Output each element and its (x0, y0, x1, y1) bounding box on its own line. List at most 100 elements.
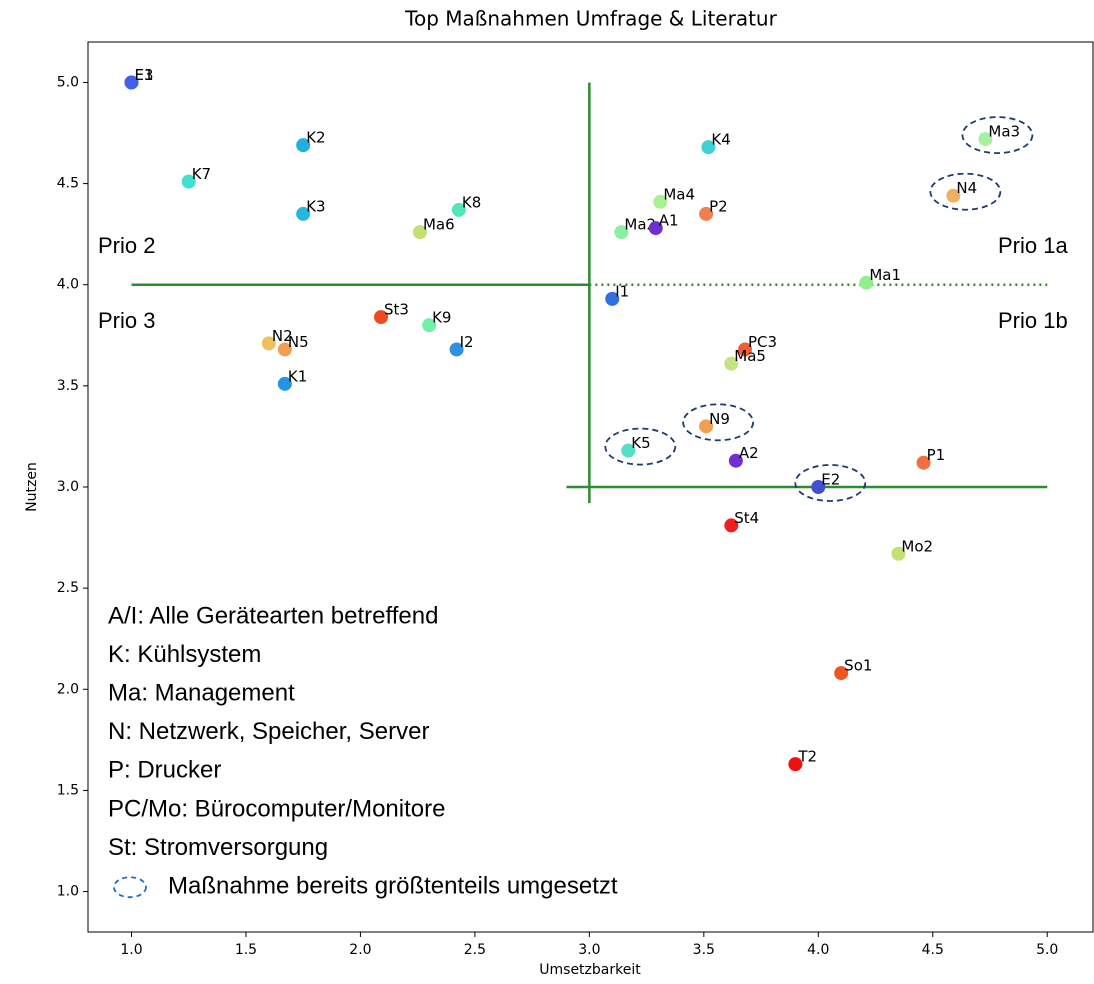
point (724, 518, 739, 533)
x-tick-label: 3.0 (578, 942, 600, 958)
point-label: A2 (739, 444, 759, 462)
point (261, 336, 276, 351)
point-label: I2 (460, 333, 474, 351)
x-axis-label: Umsetzbarkeit (539, 962, 641, 978)
point (296, 138, 311, 153)
legend-note: A/I: Alle Gerätearten betreffend (108, 602, 438, 629)
point (181, 174, 196, 189)
legend-note: N: Netzwerk, Speicher, Server (108, 718, 429, 745)
point (374, 310, 389, 325)
point-label: E2 (821, 471, 840, 489)
implemented-marker (794, 464, 867, 502)
point (124, 75, 139, 90)
point (916, 455, 931, 470)
quadrant-label: Prio 2 (98, 233, 155, 258)
point (653, 194, 668, 209)
point-label: I1 (615, 282, 629, 300)
implemented-marker (604, 427, 677, 466)
legend-marker (113, 876, 147, 899)
point-label: K7 (192, 165, 211, 183)
implemented-marker (961, 116, 1034, 154)
point (699, 206, 714, 221)
point-label: N4 (956, 179, 977, 197)
y-tick-label: 2.5 (57, 580, 79, 596)
point (277, 342, 292, 357)
quadrant-label: Prio 3 (98, 308, 155, 333)
y-tick-label: 2.0 (57, 681, 79, 697)
x-tick-label: 2.0 (349, 942, 371, 958)
y-tick-label: 3.5 (57, 378, 79, 394)
point-label: N2 (272, 327, 293, 345)
point-label: PC3 (748, 333, 777, 351)
y-tick-label: 4.5 (57, 176, 79, 192)
point (859, 275, 874, 290)
quadrant-label: Prio 1a (998, 233, 1068, 258)
point-label: K1 (288, 367, 307, 385)
legend-note: St: Stromversorgung (108, 834, 328, 861)
point-label: P1 (927, 446, 946, 464)
point (788, 757, 803, 772)
point (701, 140, 716, 155)
point-label: Ma2 (624, 216, 656, 234)
x-tick-label: 4.0 (807, 942, 829, 958)
point-label: K2 (306, 129, 325, 147)
point-label: K9 (432, 309, 451, 327)
y-axis-label: Nutzen (24, 462, 40, 512)
point (449, 342, 464, 357)
point-label: St4 (734, 509, 759, 527)
implemented-marker (682, 403, 755, 442)
point-label: P2 (709, 197, 728, 215)
point (891, 546, 906, 561)
point-label: Ma6 (423, 216, 455, 234)
point-label: Ma1 (869, 266, 901, 284)
legend-note: PC/Mo: Bürocomputer/Monitore (108, 795, 445, 822)
point-label: Ma3 (988, 123, 1020, 141)
point-label: E1 (134, 66, 153, 84)
legend-note: Ma: Management (108, 680, 295, 707)
y-tick-label: 1.5 (57, 782, 79, 798)
point (277, 376, 292, 391)
point-label: St3 (384, 301, 409, 319)
point-label: K8 (462, 193, 481, 211)
point-label: T2 (797, 748, 817, 766)
point (296, 206, 311, 221)
chart-title: Top Maßnahmen Umfrage & Literatur (404, 7, 777, 31)
y-tick-label: 5.0 (57, 74, 79, 90)
legend-note: Maßnahme bereits größtenteils umgesetzt (168, 873, 618, 900)
point-label: K5 (631, 434, 650, 452)
point (614, 225, 629, 240)
x-tick-label: 5.0 (1036, 942, 1058, 958)
quadrant-label: Prio 1b (998, 308, 1068, 333)
point (811, 480, 826, 494)
x-tick-label: 4.5 (922, 942, 944, 958)
point-label: Mo2 (901, 537, 933, 555)
point (621, 443, 636, 458)
point (412, 225, 427, 240)
y-tick-label: 1.0 (57, 884, 79, 900)
x-tick-label: 2.5 (464, 942, 486, 958)
point (605, 291, 620, 306)
point (946, 188, 961, 203)
y-tick-label: 4.0 (57, 277, 79, 293)
x-tick-label: 1.5 (235, 942, 257, 958)
point (728, 453, 743, 468)
legend-note: P: Drucker (108, 757, 221, 784)
y-tick-label: 3.0 (57, 479, 79, 495)
x-tick-label: 1.0 (120, 942, 142, 958)
legend-note: K: Kühlsystem (108, 641, 261, 668)
point-label: K3 (306, 197, 325, 215)
point-label: N5 (288, 333, 309, 351)
point (451, 202, 466, 217)
point-label: N9 (709, 410, 730, 428)
point-label: E3 (134, 66, 153, 84)
point (738, 342, 753, 357)
point (834, 666, 849, 681)
point-label: Ma5 (734, 347, 766, 365)
point-label: Ma4 (663, 185, 695, 203)
point (422, 318, 437, 333)
point (699, 419, 714, 434)
implemented-marker (929, 172, 1002, 211)
point (724, 356, 739, 371)
point-label: So1 (844, 657, 872, 675)
